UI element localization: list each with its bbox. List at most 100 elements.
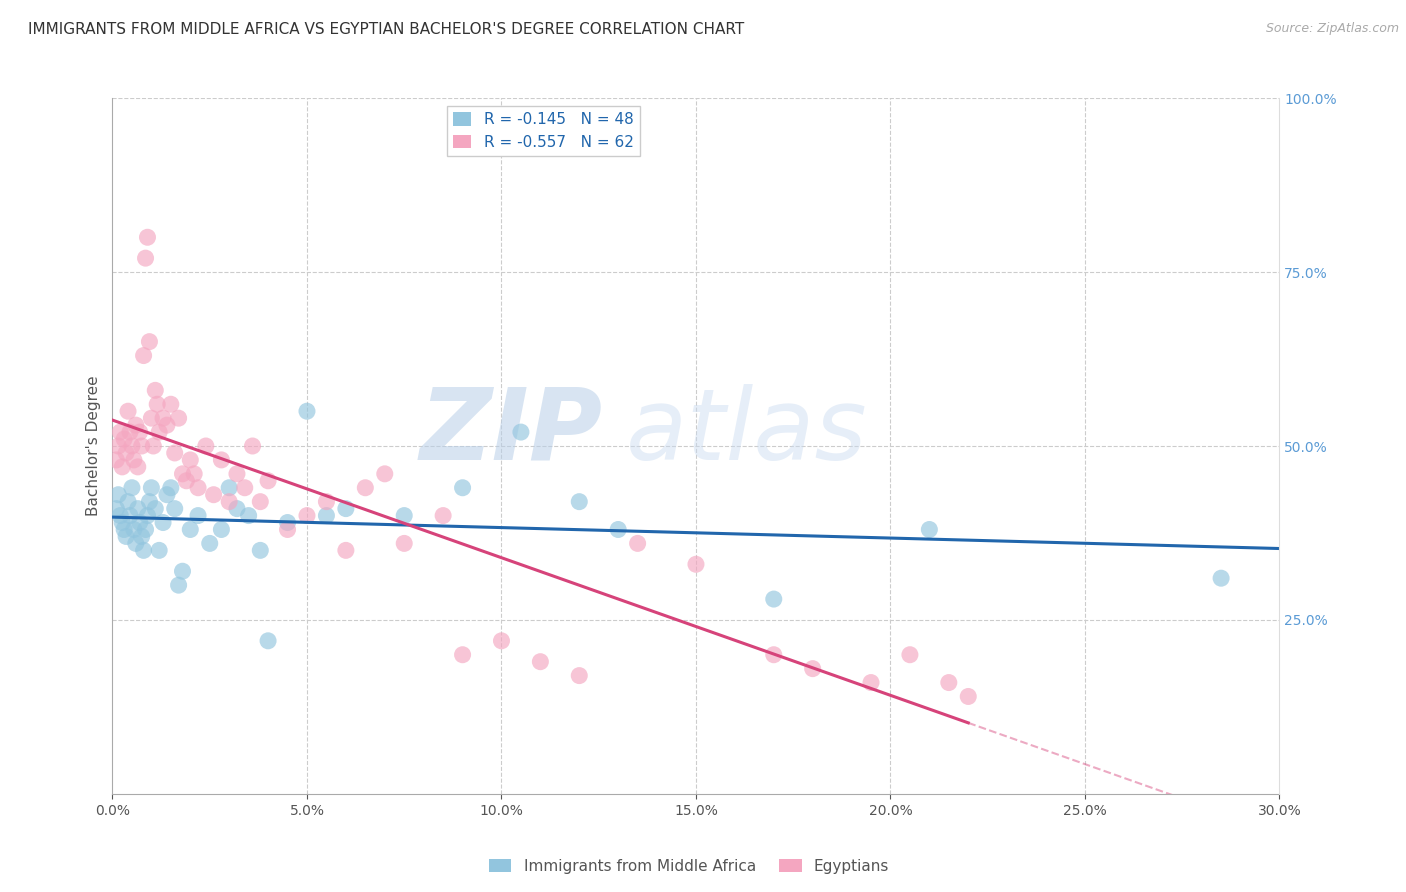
Point xyxy=(121,481,143,495)
Point xyxy=(132,543,155,558)
Point xyxy=(276,516,298,530)
Point xyxy=(141,481,163,495)
Point xyxy=(335,501,357,516)
Point xyxy=(762,648,785,662)
Point xyxy=(135,523,157,537)
Point xyxy=(125,418,148,433)
Point xyxy=(148,543,170,558)
Point xyxy=(136,230,159,244)
Point xyxy=(218,481,240,495)
Point xyxy=(141,411,163,425)
Point xyxy=(107,488,129,502)
Point xyxy=(152,411,174,425)
Text: ZIP: ZIP xyxy=(419,384,603,481)
Point xyxy=(491,633,513,648)
Point xyxy=(276,523,298,537)
Point xyxy=(249,543,271,558)
Point xyxy=(105,453,128,467)
Point xyxy=(529,655,551,669)
Point xyxy=(801,662,824,676)
Point xyxy=(127,459,149,474)
Point xyxy=(115,529,138,543)
Point xyxy=(148,425,170,439)
Point xyxy=(392,536,416,550)
Point xyxy=(163,446,186,460)
Point xyxy=(626,536,648,550)
Point xyxy=(163,501,186,516)
Point xyxy=(233,481,256,495)
Point xyxy=(257,474,280,488)
Point xyxy=(249,494,271,508)
Y-axis label: Bachelor's Degree: Bachelor's Degree xyxy=(86,376,101,516)
Point xyxy=(121,439,143,453)
Point xyxy=(138,334,160,349)
Point xyxy=(172,564,194,578)
Point xyxy=(238,508,260,523)
Point xyxy=(160,481,183,495)
Point xyxy=(128,516,150,530)
Point xyxy=(167,411,190,425)
Point xyxy=(226,467,249,481)
Point xyxy=(859,675,883,690)
Point xyxy=(957,690,980,704)
Point xyxy=(451,648,474,662)
Point xyxy=(315,494,337,508)
Point xyxy=(117,404,139,418)
Point xyxy=(209,453,232,467)
Point xyxy=(568,494,591,508)
Point xyxy=(1209,571,1232,585)
Point xyxy=(295,404,318,418)
Point xyxy=(176,474,198,488)
Point xyxy=(112,432,135,446)
Point xyxy=(568,668,591,682)
Point xyxy=(117,494,139,508)
Point xyxy=(146,397,169,411)
Point xyxy=(242,439,264,453)
Point xyxy=(172,467,194,481)
Legend: R = -0.145   N = 48, R = -0.557   N = 62: R = -0.145 N = 48, R = -0.557 N = 62 xyxy=(447,106,640,156)
Point xyxy=(110,425,132,439)
Point xyxy=(112,523,135,537)
Point xyxy=(118,508,141,523)
Point xyxy=(209,523,232,537)
Text: IMMIGRANTS FROM MIDDLE AFRICA VS EGYPTIAN BACHELOR'S DEGREE CORRELATION CHART: IMMIGRANTS FROM MIDDLE AFRICA VS EGYPTIA… xyxy=(28,22,744,37)
Point xyxy=(111,516,134,530)
Point xyxy=(762,592,785,607)
Point xyxy=(179,453,201,467)
Point xyxy=(128,425,150,439)
Point xyxy=(335,543,357,558)
Point xyxy=(135,251,157,265)
Point xyxy=(125,536,148,550)
Point xyxy=(432,508,454,523)
Point xyxy=(685,558,707,572)
Point xyxy=(183,467,205,481)
Point xyxy=(160,397,183,411)
Point xyxy=(257,633,280,648)
Point xyxy=(295,508,318,523)
Point xyxy=(607,523,630,537)
Point xyxy=(115,446,138,460)
Point xyxy=(136,508,159,523)
Point xyxy=(131,529,153,543)
Point xyxy=(392,508,416,523)
Point xyxy=(143,501,166,516)
Point xyxy=(187,481,209,495)
Point xyxy=(110,508,132,523)
Point xyxy=(131,439,153,453)
Point xyxy=(127,501,149,516)
Point xyxy=(156,488,179,502)
Point xyxy=(105,501,128,516)
Point xyxy=(187,508,209,523)
Point xyxy=(918,523,941,537)
Point xyxy=(143,384,166,398)
Point xyxy=(111,459,134,474)
Point xyxy=(122,453,145,467)
Point xyxy=(898,648,921,662)
Point xyxy=(194,439,217,453)
Point xyxy=(226,501,249,516)
Text: Source: ZipAtlas.com: Source: ZipAtlas.com xyxy=(1265,22,1399,36)
Point xyxy=(118,425,141,439)
Point xyxy=(179,523,201,537)
Point xyxy=(509,425,531,439)
Point xyxy=(152,516,174,530)
